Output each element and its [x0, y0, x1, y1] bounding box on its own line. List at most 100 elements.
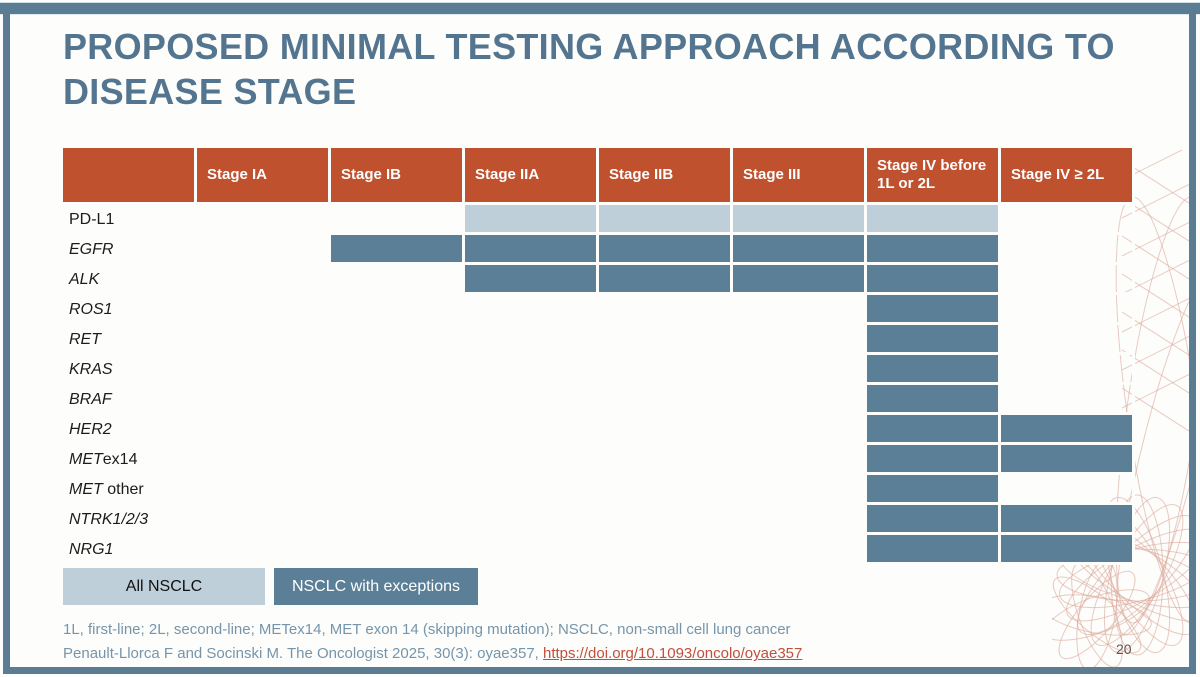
- row-label-8: MET ex14: [69, 451, 138, 468]
- table-cell: [331, 535, 465, 565]
- table-cell: [465, 235, 599, 265]
- row-label-5: KRAS: [69, 361, 113, 378]
- table-cell: [197, 265, 331, 295]
- row-label-6: BRAF: [69, 391, 112, 408]
- table-cell: [867, 325, 1001, 355]
- row-label-2: ALK: [69, 271, 100, 288]
- table-cell: [733, 355, 867, 385]
- stage-table: Stage IA Stage IB Stage IIA Stage IIB Stage …: [63, 148, 1135, 565]
- table-cell: [465, 355, 599, 385]
- table-cell: [867, 205, 1001, 235]
- table-cell: [599, 505, 733, 535]
- table-cell: [1001, 295, 1135, 325]
- table-cell: [733, 325, 867, 355]
- column-header-6: Stage IV ≥ 2L: [1001, 148, 1135, 205]
- table-cell: [197, 295, 331, 325]
- table-cell: [1001, 445, 1135, 475]
- doi-link[interactable]: https://doi.org/10.1093/oncolo/oyae357: [543, 645, 803, 663]
- table-cell: [867, 295, 1001, 325]
- citation-text: Penault-Llorca F and Socinski M. The Onc…: [63, 645, 543, 663]
- table-cell: [197, 445, 331, 475]
- table-cell: [197, 235, 331, 265]
- table-cell: [599, 535, 733, 565]
- table-cell: [1001, 475, 1135, 505]
- footnotes: 1L, first-line; 2L, second-line; METex14…: [63, 618, 1063, 667]
- column-header-4: Stage III: [733, 148, 867, 205]
- page-number: 20: [1116, 641, 1132, 657]
- table-cell: [331, 385, 465, 415]
- table-cell: [1001, 235, 1135, 265]
- table-cell: [197, 325, 331, 355]
- column-header-5: Stage IV before 1L or 2L: [867, 148, 1001, 205]
- row-label-11: NRG1: [69, 541, 114, 558]
- table-cell: [465, 505, 599, 535]
- table-cell: [331, 295, 465, 325]
- table-cell: [331, 505, 465, 535]
- column-header-0: Stage IA: [197, 148, 331, 205]
- table-cell: [331, 445, 465, 475]
- table-cell: [331, 265, 465, 295]
- table-cell: [331, 235, 465, 265]
- table-cell: [867, 475, 1001, 505]
- table-cell: [867, 385, 1001, 415]
- table-cell: [867, 265, 1001, 295]
- table-cell: [465, 295, 599, 325]
- table-cell: [1001, 505, 1135, 535]
- table-cell: [465, 445, 599, 475]
- table-cell: [599, 235, 733, 265]
- column-header-3: Stage IIB: [599, 148, 733, 205]
- table-cell: [1001, 325, 1135, 355]
- table-cell: [197, 415, 331, 445]
- table-cell: [465, 415, 599, 445]
- table-cell: [867, 445, 1001, 475]
- table-cell: [197, 205, 331, 235]
- table-cell: [1001, 385, 1135, 415]
- table-cell: [197, 505, 331, 535]
- table-cell: [733, 505, 867, 535]
- table-cell: [599, 325, 733, 355]
- table-cell: [331, 355, 465, 385]
- table-cell: [331, 475, 465, 505]
- table-cell: [733, 475, 867, 505]
- slide-title: PROPOSED MINIMAL TESTING APPROACH ACCORD…: [63, 25, 1123, 114]
- table-cell: [331, 205, 465, 235]
- table-cell: [733, 415, 867, 445]
- table-cell: [599, 265, 733, 295]
- table-cell: [465, 535, 599, 565]
- table-cell: [465, 325, 599, 355]
- table-cell: [733, 535, 867, 565]
- slide-border-left: [3, 14, 10, 674]
- table-cell: [733, 265, 867, 295]
- table-cell: [733, 295, 867, 325]
- citation-line: Penault-Llorca F and Socinski M. The Onc…: [63, 642, 1063, 666]
- table-cell: [1001, 415, 1135, 445]
- row-label-7: HER2: [69, 421, 112, 438]
- slide-border-top: [0, 2, 1200, 15]
- table-cell: [867, 355, 1001, 385]
- table-cell: [197, 475, 331, 505]
- table-cell: [599, 415, 733, 445]
- legend-nsclc-exceptions: NSCLC with exceptions: [274, 568, 478, 605]
- slide-title-line2: DISEASE STAGE: [63, 70, 357, 112]
- row-label-9: MET other: [69, 481, 144, 498]
- table-cell: [465, 265, 599, 295]
- table-cell: [733, 445, 867, 475]
- table-cell: [1001, 535, 1135, 565]
- table-cell: [867, 535, 1001, 565]
- table-cell: [599, 295, 733, 325]
- legend-all-nsclc: All NSCLC: [63, 568, 265, 605]
- table-cell: [867, 415, 1001, 445]
- table-cell: [599, 355, 733, 385]
- header-corner-cell: [63, 148, 197, 205]
- table-cell: [733, 385, 867, 415]
- legend-nsclc-exceptions-label: NSCLC with exceptions: [291, 577, 461, 595]
- slide-title-line1: PROPOSED MINIMAL TESTING APPROACH ACCORD…: [63, 26, 1115, 67]
- table-cell: [465, 475, 599, 505]
- table-cell: [733, 205, 867, 235]
- slide-border-bottom: [3, 667, 1196, 674]
- row-label-0: PD-L1: [69, 211, 115, 228]
- table-cell: [331, 415, 465, 445]
- abbreviations-line: 1L, first-line; 2L, second-line; METex14…: [63, 621, 791, 638]
- table-cell: [599, 205, 733, 235]
- table-cell: [599, 475, 733, 505]
